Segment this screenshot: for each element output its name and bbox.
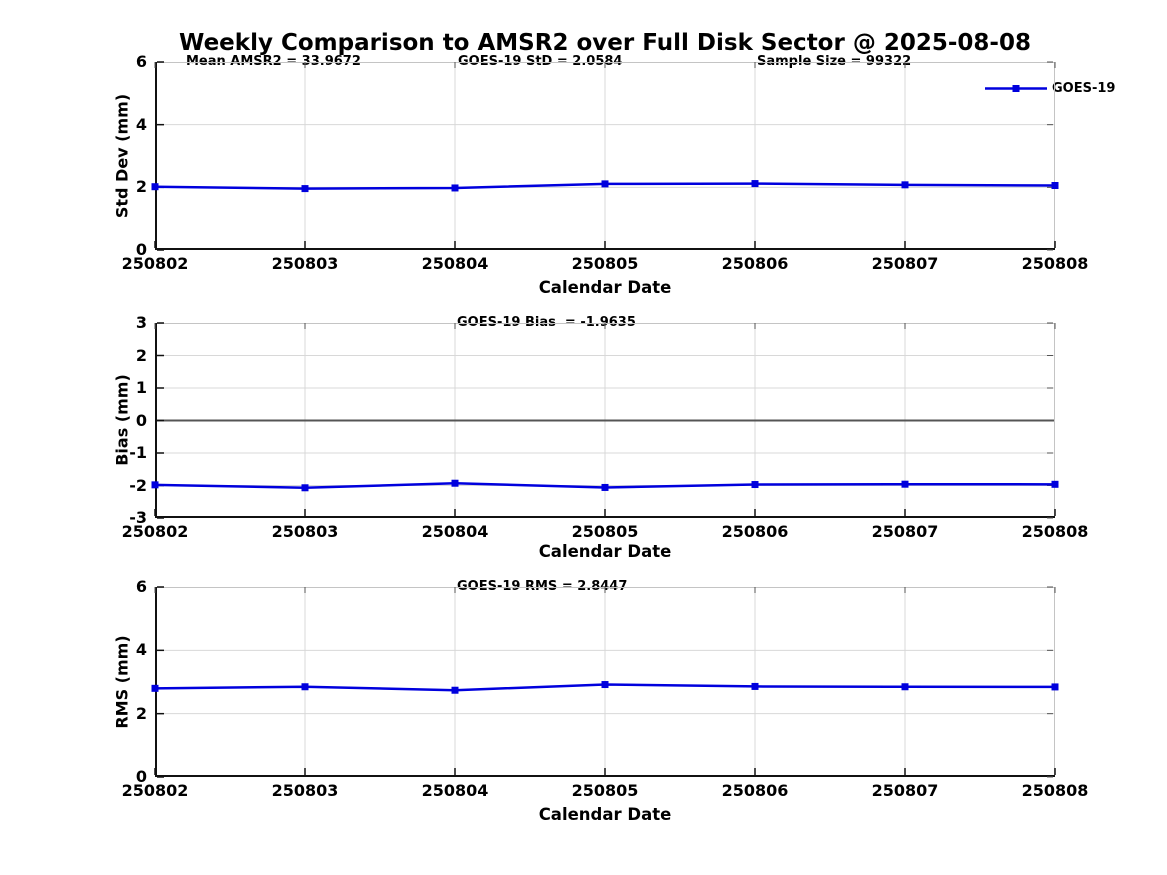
x-tick-label: 250803 (271, 254, 339, 273)
annotation-goes19-std: GOES-19 StD = 2.0584 (458, 54, 623, 69)
annotation-sample-size: Sample Size = 99322 (757, 54, 912, 69)
x-axis-label-stddev: Calendar Date (538, 278, 672, 297)
legend-label: GOES-19 (1052, 81, 1116, 96)
x-tick-label: 250808 (1021, 781, 1089, 800)
y-tick-label: 6 (135, 52, 147, 71)
y-tick-label: 2 (135, 177, 147, 197)
x-axis-label-bias: Calendar Date (538, 542, 672, 561)
y-tick-label: 1 (135, 378, 147, 397)
x-tick-label: 250803 (271, 781, 339, 800)
y-tick-label: -3 (129, 508, 147, 527)
annotation-goes19-rms: GOES-19 RMS = 2.8447 (457, 579, 628, 594)
y-tick-label: 0 (135, 767, 147, 786)
x-tick-label: 250808 (1021, 522, 1089, 541)
x-tick-label: 250806 (721, 254, 789, 273)
x-tick-label: 250805 (571, 522, 639, 541)
y-tick-label: 2 (135, 345, 147, 365)
y-tick-label: 3 (135, 313, 147, 332)
x-tick-label: 250804 (421, 254, 489, 273)
x-tick-label: 250805 (571, 254, 639, 273)
y-tick-label: -2 (129, 475, 147, 495)
y-tick-label: 6 (135, 577, 147, 596)
y-tick-label: 0 (135, 240, 147, 259)
y-axis-label-stddev: Std Dev (mm) (112, 93, 132, 219)
plot-area-stddev (151, 61, 1059, 251)
x-tick-label: 250805 (571, 781, 639, 800)
page-title: Weekly Comparison to AMSR2 over Full Dis… (179, 30, 1031, 56)
y-tick-label: -1 (129, 443, 147, 462)
x-tick-label: 250804 (421, 781, 489, 800)
annotation-goes19-bias: GOES-19 Bias = -1.9635 (457, 315, 636, 330)
x-axis-label-rms: Calendar Date (538, 805, 672, 824)
x-tick-label: 250807 (871, 522, 939, 541)
x-tick-label: 250802 (121, 254, 189, 273)
x-tick-label: 250802 (121, 781, 189, 800)
x-tick-label: 250808 (1021, 254, 1089, 273)
y-tick-label: 0 (135, 410, 147, 430)
x-tick-label: 250803 (271, 522, 339, 541)
y-tick-label: 4 (135, 640, 147, 660)
plot-area-rms (151, 586, 1059, 778)
x-tick-label: 250806 (721, 522, 789, 541)
plot-area-bias (151, 322, 1059, 519)
y-tick-label: 2 (135, 703, 147, 723)
y-tick-label: 4 (135, 114, 147, 134)
x-tick-label: 250804 (421, 522, 489, 541)
x-tick-label: 250806 (721, 781, 789, 800)
x-tick-label: 250802 (121, 522, 189, 541)
x-tick-label: 250807 (871, 781, 939, 800)
legend-line-sample-icon (985, 85, 1047, 92)
annotation-mean-amsr2: Mean AMSR2 = 33.9672 (186, 54, 361, 69)
x-tick-label: 250807 (871, 254, 939, 273)
